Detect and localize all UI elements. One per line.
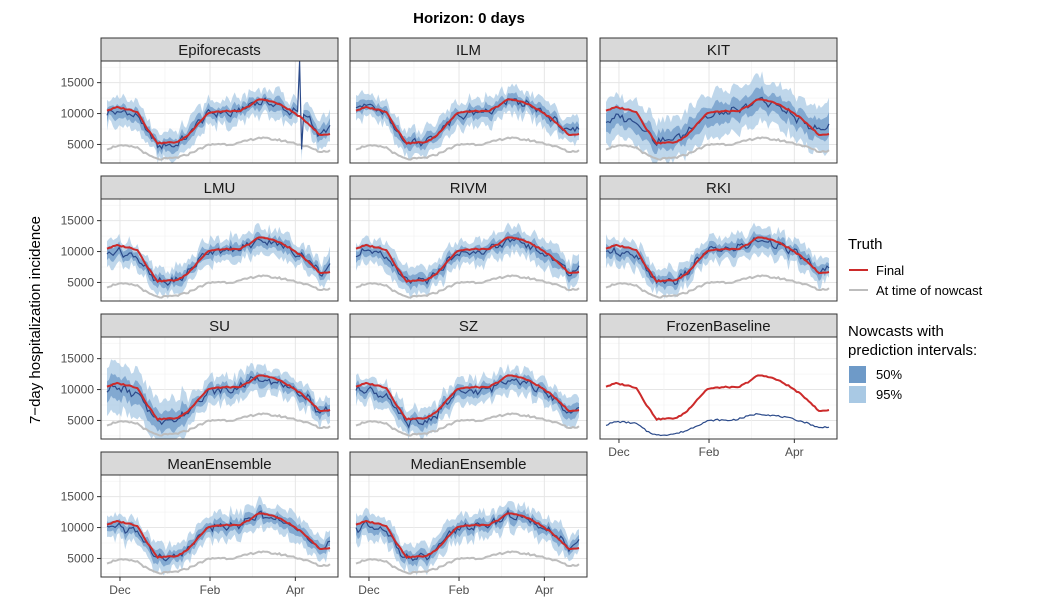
legend-item-label: Final	[876, 263, 904, 278]
legend-item-label: 95%	[876, 387, 902, 402]
truth-final-line	[106, 98, 331, 146]
legend-key-swatch	[849, 366, 866, 383]
legend-item-label: 50%	[876, 367, 902, 382]
truth-final-line	[355, 512, 580, 560]
truth-at-time-line	[355, 274, 580, 299]
panel-title: MeanEnsemble	[167, 456, 271, 473]
truth-final-line	[605, 236, 830, 284]
panel-border	[599, 60, 838, 164]
panel-border	[100, 336, 339, 440]
y-tick-label: 5000	[67, 551, 94, 565]
truth-at-time-line	[106, 274, 331, 299]
truth-final-line	[106, 374, 331, 422]
x-tick-label: Feb	[200, 583, 221, 597]
panel-border	[349, 336, 588, 440]
x-tick-label: Feb	[449, 583, 470, 597]
panel-ilm: ILM	[349, 37, 588, 164]
panel-title: RKI	[706, 180, 731, 197]
truth-at-time-line	[355, 412, 580, 437]
truth-at-time-line	[106, 550, 331, 575]
x-tick-label: Apr	[535, 583, 554, 597]
truth-at-time-line	[355, 136, 580, 161]
y-tick-label: 15000	[61, 352, 95, 366]
pi50-band	[107, 504, 330, 567]
panel-title: SZ	[459, 318, 478, 335]
x-tick-label: Dec	[608, 445, 629, 459]
panel-su: SU 5000 10000 15000	[61, 313, 339, 440]
y-tick-label: 10000	[61, 245, 95, 259]
legend: Truth Final At time of nowcast Nowcasts wit…	[848, 236, 983, 403]
y-tick-label: 5000	[67, 275, 94, 289]
panel-border	[100, 474, 339, 578]
panel-border	[599, 198, 838, 302]
legend-key-swatch	[849, 386, 866, 403]
panel-title: KIT	[707, 42, 730, 59]
panel-title: SU	[209, 318, 230, 335]
truth-at-time-line	[605, 274, 830, 299]
x-tick-label: Dec	[358, 583, 379, 597]
panel-kit: KIT	[599, 37, 838, 164]
panel-meanensemble: MeanEnsemble 5000 10000 15000 Dec Feb Apr	[61, 451, 339, 597]
panel-rki: RKI	[599, 175, 838, 302]
nowcast-median-line	[355, 237, 580, 285]
truth-final-line	[106, 236, 331, 284]
pi50-band	[356, 231, 579, 291]
panel-title: ILM	[456, 42, 481, 59]
x-tick-label: Dec	[109, 583, 130, 597]
x-tick-label: Apr	[785, 445, 804, 459]
panel-border	[100, 60, 339, 164]
legend-truth-title: Truth	[848, 236, 882, 253]
y-tick-label: 15000	[61, 490, 95, 504]
truth-final-line	[605, 374, 830, 422]
y-tick-label: 10000	[61, 107, 95, 121]
y-tick-label: 5000	[67, 413, 94, 427]
truth-final-line	[106, 512, 331, 560]
nowcast-median-line	[605, 412, 830, 437]
y-axis-label: 7−day hospitalization incidence	[27, 216, 44, 424]
y-tick-label: 15000	[61, 76, 95, 90]
truth-final-line	[355, 236, 580, 284]
x-tick-label: Feb	[699, 445, 720, 459]
panel-rivm: RIVM	[349, 175, 588, 302]
panel-medianensemble: MedianEnsemble Dec Feb Apr	[349, 451, 588, 597]
panel-epiforecasts: Epiforecasts 5000 10000 15000	[61, 37, 339, 164]
panel-border	[100, 198, 339, 302]
chart-title: Horizon: 0 days	[413, 10, 525, 27]
panel-border	[349, 474, 588, 578]
truth-final-line	[355, 374, 580, 422]
truth-final-line	[355, 98, 580, 146]
y-tick-label: 15000	[61, 214, 95, 228]
pi50-band	[606, 230, 829, 291]
legend-item-label: At time of nowcast	[876, 283, 983, 298]
pi50-band	[356, 506, 579, 567]
truth-at-time-line	[106, 136, 331, 161]
panel-frozenbaseline: FrozenBaseline Dec Feb Apr	[599, 313, 838, 459]
panel-sz: SZ	[349, 313, 588, 440]
y-tick-label: 5000	[67, 137, 94, 151]
pi50-band	[107, 231, 330, 292]
truth-at-time-line	[355, 550, 580, 575]
panel-title: RIVM	[450, 180, 488, 197]
legend-pi-title: prediction intervals:	[848, 342, 977, 359]
y-tick-label: 10000	[61, 383, 95, 397]
truth-at-time-line	[605, 136, 830, 161]
x-tick-label: Apr	[286, 583, 305, 597]
pi50-band	[107, 61, 330, 156]
panel-lmu: LMU 5000 10000 15000	[61, 175, 339, 302]
panel-border	[599, 336, 838, 440]
y-tick-label: 10000	[61, 521, 95, 535]
panel-title: LMU	[204, 180, 236, 197]
legend-pi-title: Nowcasts with	[848, 323, 944, 340]
panel-title: FrozenBaseline	[666, 318, 770, 335]
truth-final-line	[605, 98, 830, 146]
panel-border	[349, 198, 588, 302]
panel-title: MedianEnsemble	[411, 456, 527, 473]
panel-border	[349, 60, 588, 164]
pi50-band	[356, 92, 579, 152]
truth-at-time-line	[106, 412, 331, 437]
panel-title: Epiforecasts	[178, 42, 261, 59]
